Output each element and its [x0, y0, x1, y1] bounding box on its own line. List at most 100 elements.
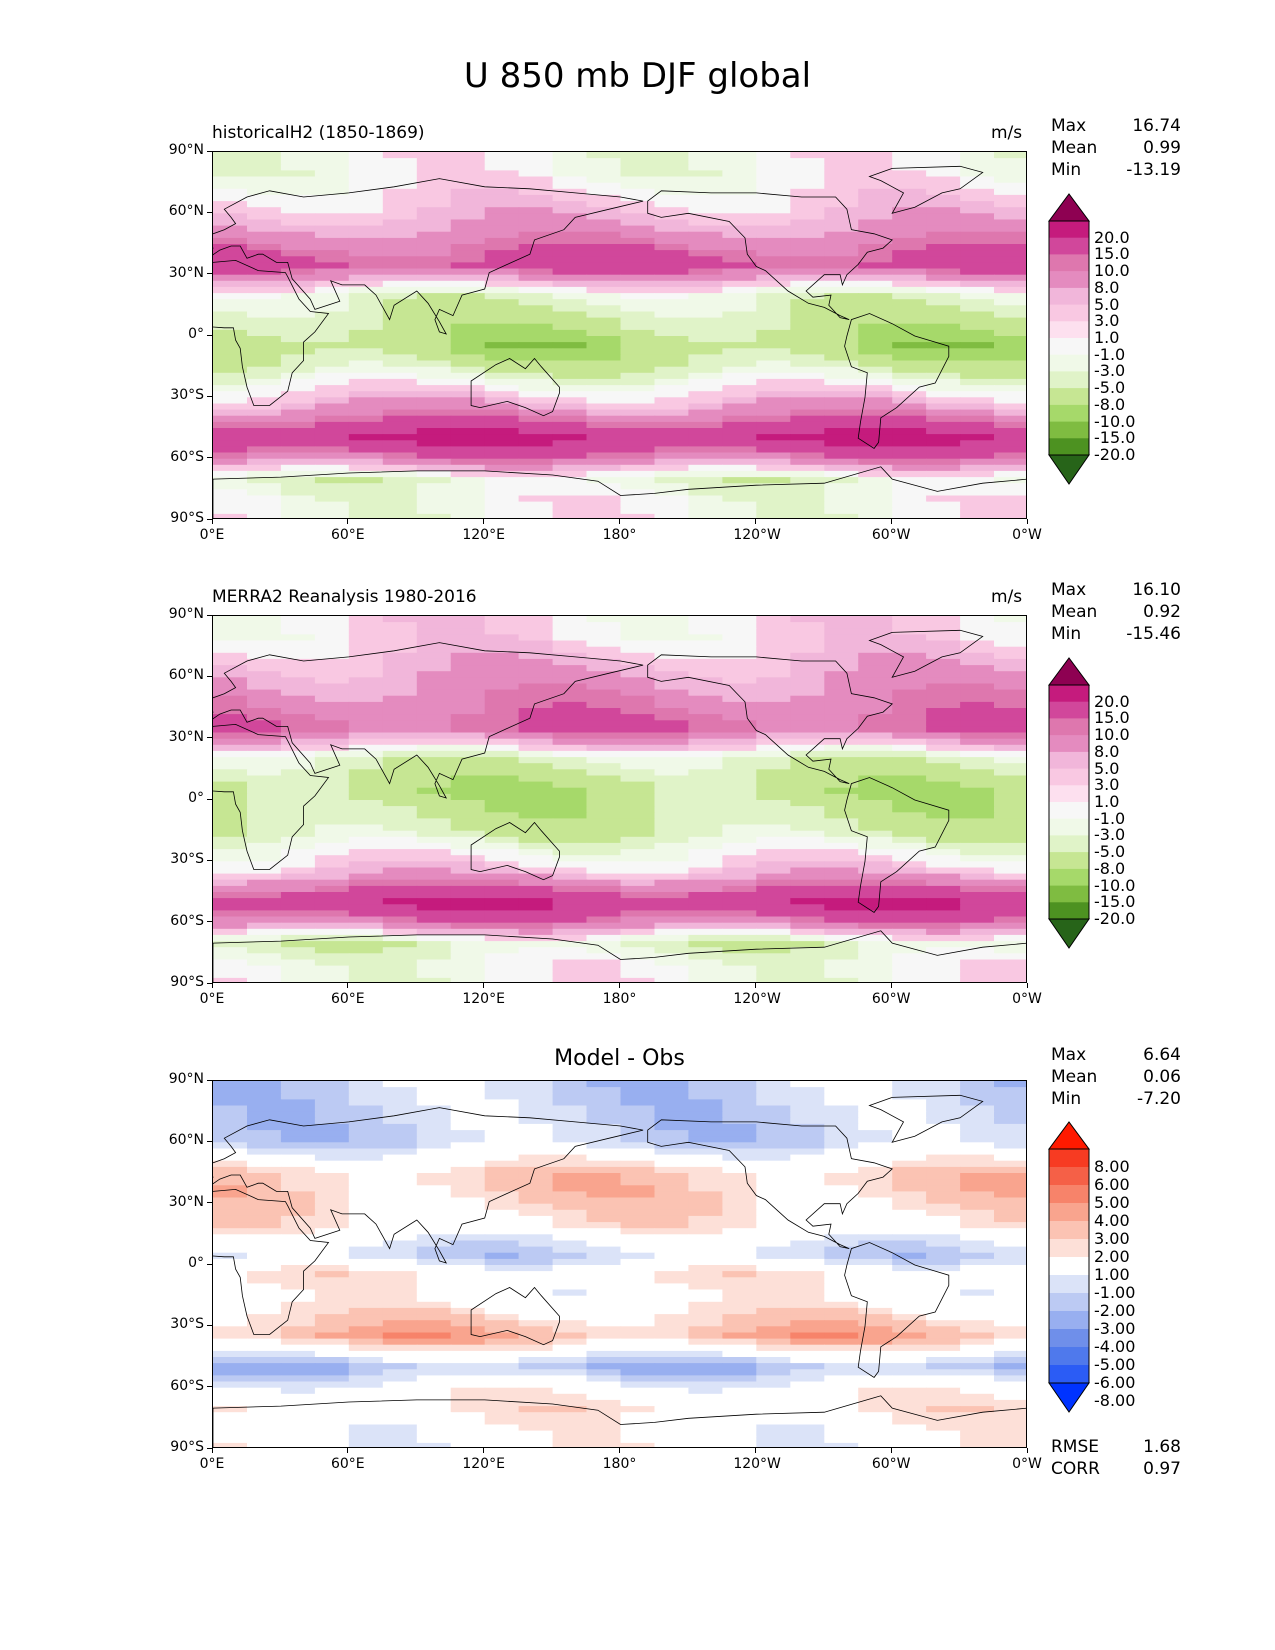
field-cell	[586, 628, 622, 635]
colorbar-segment	[1049, 1221, 1089, 1240]
field-cell	[790, 658, 825, 666]
field-cell	[518, 213, 554, 220]
field-cell	[824, 1197, 859, 1205]
y-tick-label: 90°N	[168, 606, 204, 622]
field-cell	[586, 1350, 622, 1358]
field-cell	[892, 922, 927, 930]
field-cell	[450, 898, 486, 905]
field-cell	[620, 1424, 656, 1432]
field-cell	[314, 947, 350, 954]
field-cell	[892, 305, 927, 312]
field-cell	[620, 458, 656, 466]
field-cell	[824, 489, 859, 496]
field-cell	[552, 1228, 588, 1235]
colorbar-label: 8.0	[1094, 277, 1120, 297]
field-cell	[552, 409, 588, 417]
field-cell	[416, 1234, 452, 1241]
field-cell	[756, 775, 791, 783]
field-cell	[892, 176, 927, 184]
field-cell	[994, 348, 1026, 355]
field-cell	[722, 855, 757, 862]
field-cell	[858, 842, 893, 850]
field-cell	[926, 701, 961, 709]
field-cell	[416, 336, 452, 343]
field-cell	[688, 231, 723, 239]
field-cell	[280, 256, 316, 263]
field-cell	[552, 904, 588, 911]
field-cell	[552, 293, 588, 300]
field-cell	[824, 818, 859, 826]
field-cell	[926, 1344, 961, 1352]
field-cell	[790, 213, 825, 220]
field-cell	[790, 1136, 825, 1143]
field-cell	[960, 622, 995, 629]
field-cell	[994, 904, 1026, 911]
field-cell	[247, 1185, 282, 1192]
colorbar-canvas	[1048, 193, 1090, 485]
field-cell	[416, 446, 452, 454]
field-cell	[552, 671, 588, 678]
field-cell	[824, 219, 859, 227]
field-cell	[518, 941, 554, 948]
field-cell	[314, 824, 350, 832]
field-cell	[926, 1424, 961, 1432]
field-cell	[280, 1399, 316, 1407]
field-cell	[620, 787, 656, 795]
field-cell	[654, 1369, 690, 1376]
field-cell	[994, 867, 1026, 875]
field-cell	[960, 1277, 995, 1284]
field-cell	[620, 182, 656, 190]
field-cell	[994, 726, 1026, 734]
field-cell	[314, 329, 350, 337]
field-cell	[213, 953, 248, 960]
field-cell	[688, 182, 723, 190]
field-cell	[960, 336, 995, 343]
field-cell	[314, 953, 350, 960]
field-cell	[280, 348, 316, 355]
field-cell	[518, 922, 554, 930]
field-cell	[518, 750, 554, 758]
field-cell	[213, 385, 248, 392]
field-cell	[892, 892, 927, 899]
field-cell	[926, 1111, 961, 1119]
field-cell	[790, 1209, 825, 1217]
field-cell	[280, 971, 316, 979]
field-cell	[654, 861, 690, 868]
field-cell	[247, 1375, 282, 1383]
field-cell	[552, 757, 588, 764]
field-cell	[620, 646, 656, 654]
field-cell	[586, 634, 622, 642]
colorbar-label: 15.0	[1094, 708, 1130, 728]
field-cell	[688, 861, 723, 868]
field-cell	[280, 1363, 316, 1370]
field-cell	[314, 616, 350, 623]
field-cell	[314, 194, 350, 202]
field-cell	[348, 1381, 384, 1389]
field-cell	[518, 366, 554, 374]
field-cell	[960, 1166, 995, 1174]
field-cell	[960, 683, 995, 691]
field-cell	[416, 219, 452, 227]
field-cell	[824, 329, 859, 337]
field-cell	[722, 1436, 757, 1444]
field-cell	[213, 769, 248, 776]
field-cell	[552, 1258, 588, 1266]
field-cell	[450, 244, 486, 251]
field-cell	[688, 732, 723, 740]
field-cell	[926, 1087, 961, 1094]
field-cell	[416, 495, 452, 503]
field-cell	[213, 1381, 248, 1389]
field-cell	[756, 256, 791, 263]
field-cell	[790, 1173, 825, 1180]
field-cell	[518, 1191, 554, 1199]
field-cell	[348, 1375, 384, 1383]
field-cell	[348, 1093, 384, 1100]
colorbar-extend-max	[1048, 1121, 1090, 1150]
field-cell	[416, 1436, 452, 1444]
field-cell	[790, 378, 825, 386]
field-cell	[416, 1295, 452, 1303]
field-cell	[586, 1154, 622, 1162]
field-cell	[892, 268, 927, 276]
field-cell	[620, 965, 656, 973]
field-cell	[450, 855, 486, 862]
